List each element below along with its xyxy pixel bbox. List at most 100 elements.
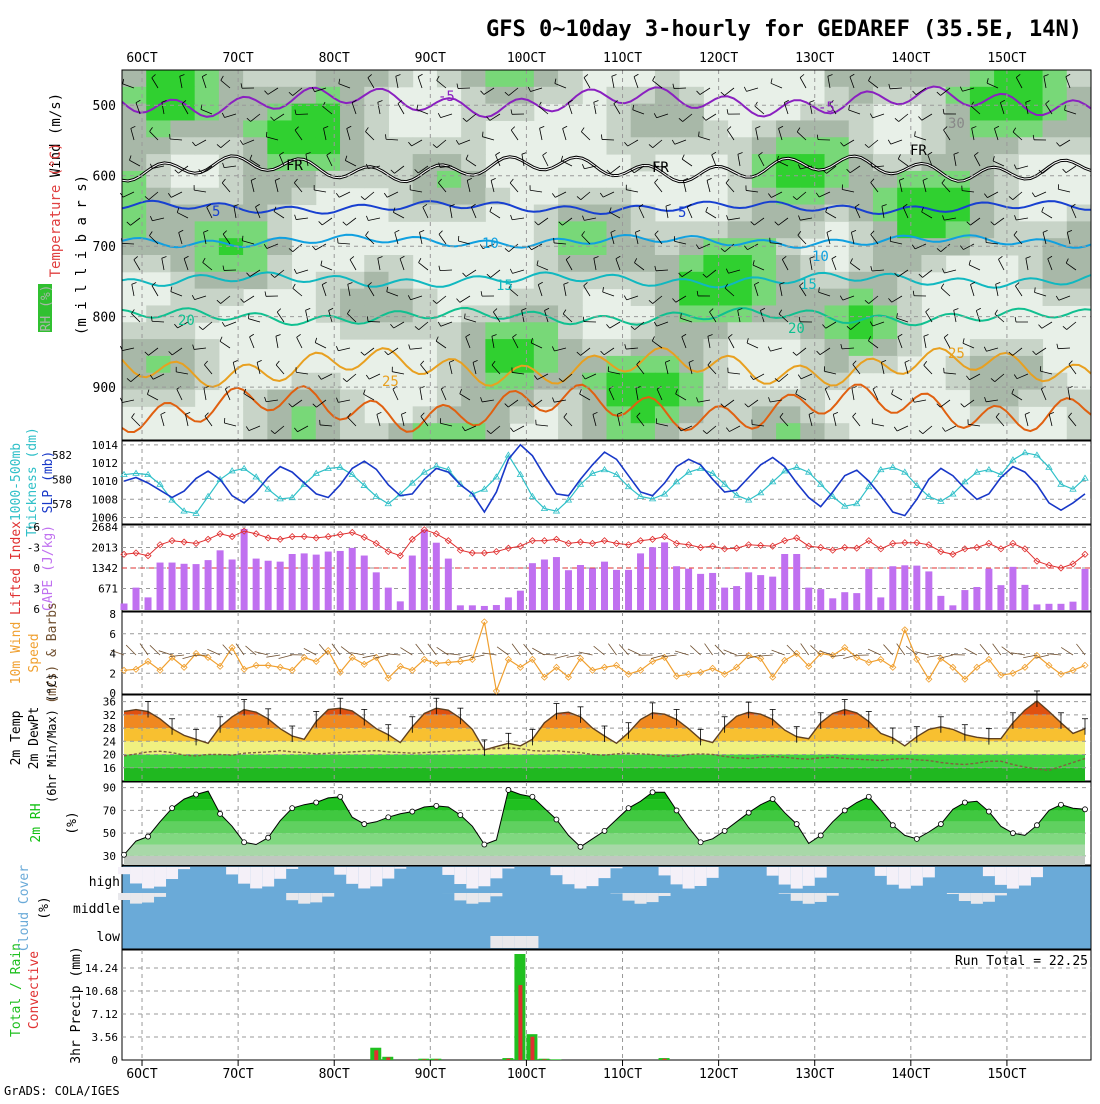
- rh-cell: [195, 87, 220, 104]
- contour-label: 25: [948, 346, 965, 362]
- cape-bar: [625, 570, 632, 610]
- rh-cell: [340, 120, 365, 137]
- rh-cell: [292, 406, 317, 423]
- lifted-tick-label: -3: [27, 542, 40, 555]
- rh-cell: [219, 171, 244, 188]
- rh-cell: [825, 423, 850, 440]
- cloud-high-cell: [262, 867, 274, 887]
- cape-bar: [721, 588, 728, 610]
- temp2m-band: [122, 755, 1091, 768]
- temp2m-band: [122, 741, 1091, 754]
- cloud-high-cell: [166, 867, 178, 879]
- cape-bar: [829, 598, 836, 610]
- rh-cell: [800, 171, 825, 188]
- cape-bar: [1069, 602, 1076, 610]
- cloud-high-cell: [490, 867, 502, 878]
- cloud-high-cell: [550, 867, 562, 875]
- cape-bar: [661, 542, 668, 610]
- top-date-label: 9OCT: [415, 51, 446, 66]
- bottom-date-label: 11OCT: [603, 1067, 642, 1082]
- rh-cell: [800, 390, 825, 407]
- rh-cell: [1043, 390, 1068, 407]
- cloud-middle-cell: [779, 893, 791, 894]
- cape-bar: [1009, 567, 1016, 610]
- rh-cell: [897, 70, 922, 87]
- wind-barb-flag: [385, 134, 386, 139]
- rh2m-band: [122, 845, 1091, 856]
- cloud-high-cell: [274, 867, 286, 879]
- pressure-tick-label: 600: [93, 170, 116, 185]
- rh-cell: [752, 289, 777, 306]
- rh-cell: [1018, 255, 1043, 272]
- cape-bar: [709, 573, 716, 610]
- rh-cell: [1018, 339, 1043, 356]
- cape-bar: [697, 574, 704, 610]
- rh-cell: [558, 188, 583, 205]
- cloud-low-cell: [526, 936, 538, 948]
- rh-cell: [146, 120, 171, 137]
- rh-cell: [1067, 70, 1092, 87]
- rh-cell: [243, 120, 268, 137]
- cape-bar: [769, 577, 776, 610]
- cloud-high-cell: [502, 867, 514, 868]
- rh-cell: [970, 120, 995, 137]
- cloud-middle-cell: [322, 893, 334, 897]
- rh-cell: [340, 423, 365, 440]
- rh-cell: [728, 289, 753, 306]
- cloud-middle-cell: [983, 893, 995, 902]
- rh-cell: [219, 104, 244, 121]
- cape-bar: [193, 564, 200, 610]
- cloud-high-cell: [695, 867, 707, 886]
- rh-cell: [825, 339, 850, 356]
- rh-cell: [267, 87, 292, 104]
- rh-cell: [219, 70, 244, 87]
- cloud-middle-cell: [466, 893, 478, 904]
- precip-tick-label: 0: [111, 1054, 118, 1067]
- cloud-middle-cell: [623, 893, 635, 901]
- cape-bar: [529, 563, 536, 610]
- slp-axis-label: SLP (mb): [41, 451, 56, 514]
- rh-cell: [437, 154, 462, 171]
- cloud-low-cell: [514, 936, 526, 948]
- cape-bar: [349, 548, 356, 610]
- contour-label: FR: [286, 158, 303, 174]
- cape-bar: [781, 554, 788, 610]
- bottom-date-label: 7OCT: [222, 1067, 253, 1082]
- rh-cell: [1043, 87, 1068, 104]
- rh-cell: [461, 87, 486, 104]
- cloud-high-cell: [779, 867, 791, 885]
- cloud-high-cell: [178, 867, 190, 869]
- rh-cell: [703, 221, 728, 238]
- page-title: GFS 0~10day 3-hourly for GEDAREF (35.5E,…: [486, 17, 1082, 42]
- rh-cell: [485, 70, 510, 87]
- cape-tick-label: 2684: [92, 521, 119, 534]
- cape-bar: [325, 552, 332, 610]
- wind10m-axis-label-2: Speed: [27, 633, 42, 672]
- rh-cell: [437, 390, 462, 407]
- rh2m-point: [194, 792, 199, 797]
- cloud-high-cell: [659, 867, 671, 875]
- rh-cell: [800, 120, 825, 137]
- rh-cell: [122, 221, 147, 238]
- rh-cell: [146, 390, 171, 407]
- rh-cell: [873, 87, 898, 104]
- rh-cell: [243, 87, 268, 104]
- rh-cell: [316, 373, 341, 390]
- rh-cell: [1018, 120, 1043, 137]
- rh-cell: [1067, 137, 1092, 154]
- rh-cell: [752, 322, 777, 339]
- rh-cell: [534, 70, 559, 87]
- wind-barb-flag: [248, 314, 249, 319]
- rh2m-tick-label: 90: [103, 782, 116, 795]
- cape-bar: [649, 547, 656, 610]
- cape-bar: [853, 593, 860, 610]
- cloud-high-cell: [574, 867, 586, 889]
- rh-cell: [219, 255, 244, 272]
- top-date-label: 6OCT: [126, 51, 157, 66]
- cape-axis-label: CAPE (J/kg): [41, 525, 56, 611]
- pressure-tick-label: 800: [93, 311, 116, 326]
- cloud-high-cell: [887, 867, 899, 885]
- precip-convective-bar: [542, 1059, 546, 1060]
